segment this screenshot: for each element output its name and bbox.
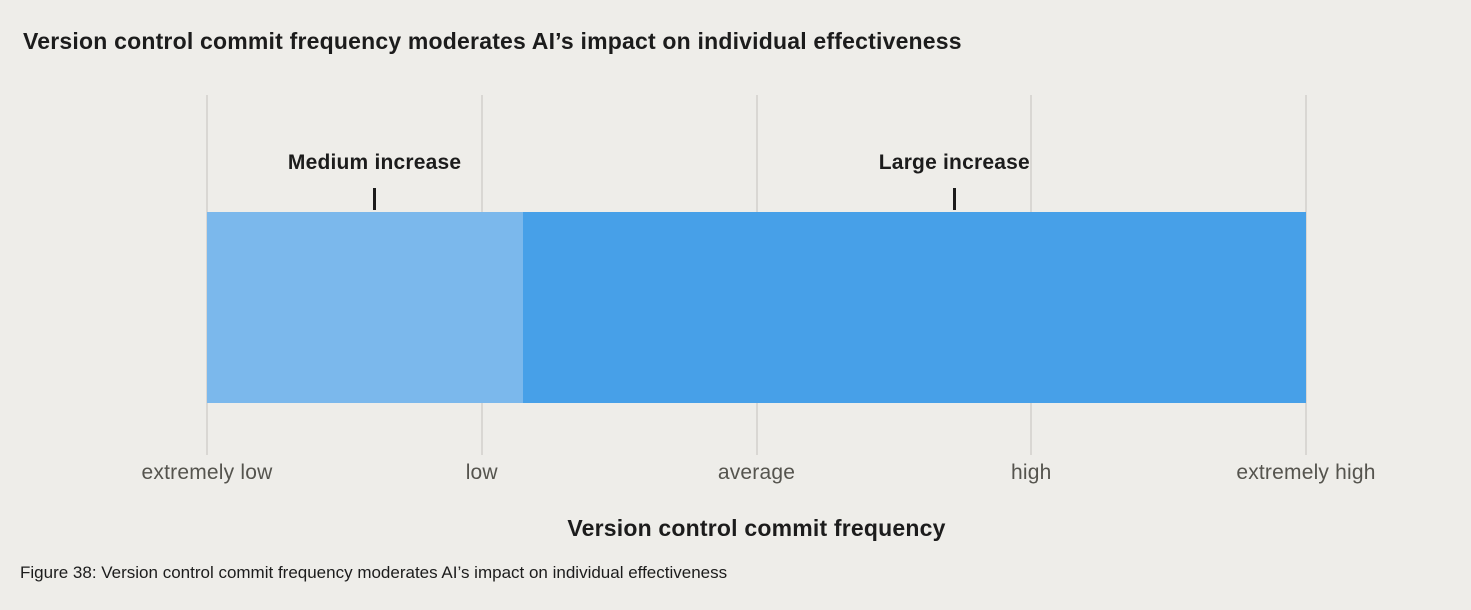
x-tick-label-average: average <box>717 461 796 484</box>
x-tick-label-extremely-low: extremely low <box>141 461 273 484</box>
bar-segment-large-increase <box>522 212 1306 403</box>
gridline-extremely-high <box>1305 95 1307 455</box>
x-axis-title: Version control commit frequency <box>567 515 946 541</box>
x-tick-label-high: high <box>1010 461 1052 484</box>
annotation-label-large-increase: Large increase <box>878 151 1030 174</box>
annotation-label-medium-increase: Medium increase <box>287 151 462 174</box>
chart-title: Version control commit frequency moderat… <box>23 28 962 54</box>
plot-area: extremely low low average high extremely hig… <box>142 95 1375 484</box>
x-tick-label-extremely-high: extremely high <box>1236 461 1376 484</box>
annotation-tick-mark <box>952 188 956 210</box>
annotation-tick-mark <box>373 188 377 210</box>
figure-caption: Figure 38: Version control commit freque… <box>20 563 728 582</box>
bar-segment-medium-increase <box>207 212 523 403</box>
x-tick-label-low: low <box>465 461 498 484</box>
